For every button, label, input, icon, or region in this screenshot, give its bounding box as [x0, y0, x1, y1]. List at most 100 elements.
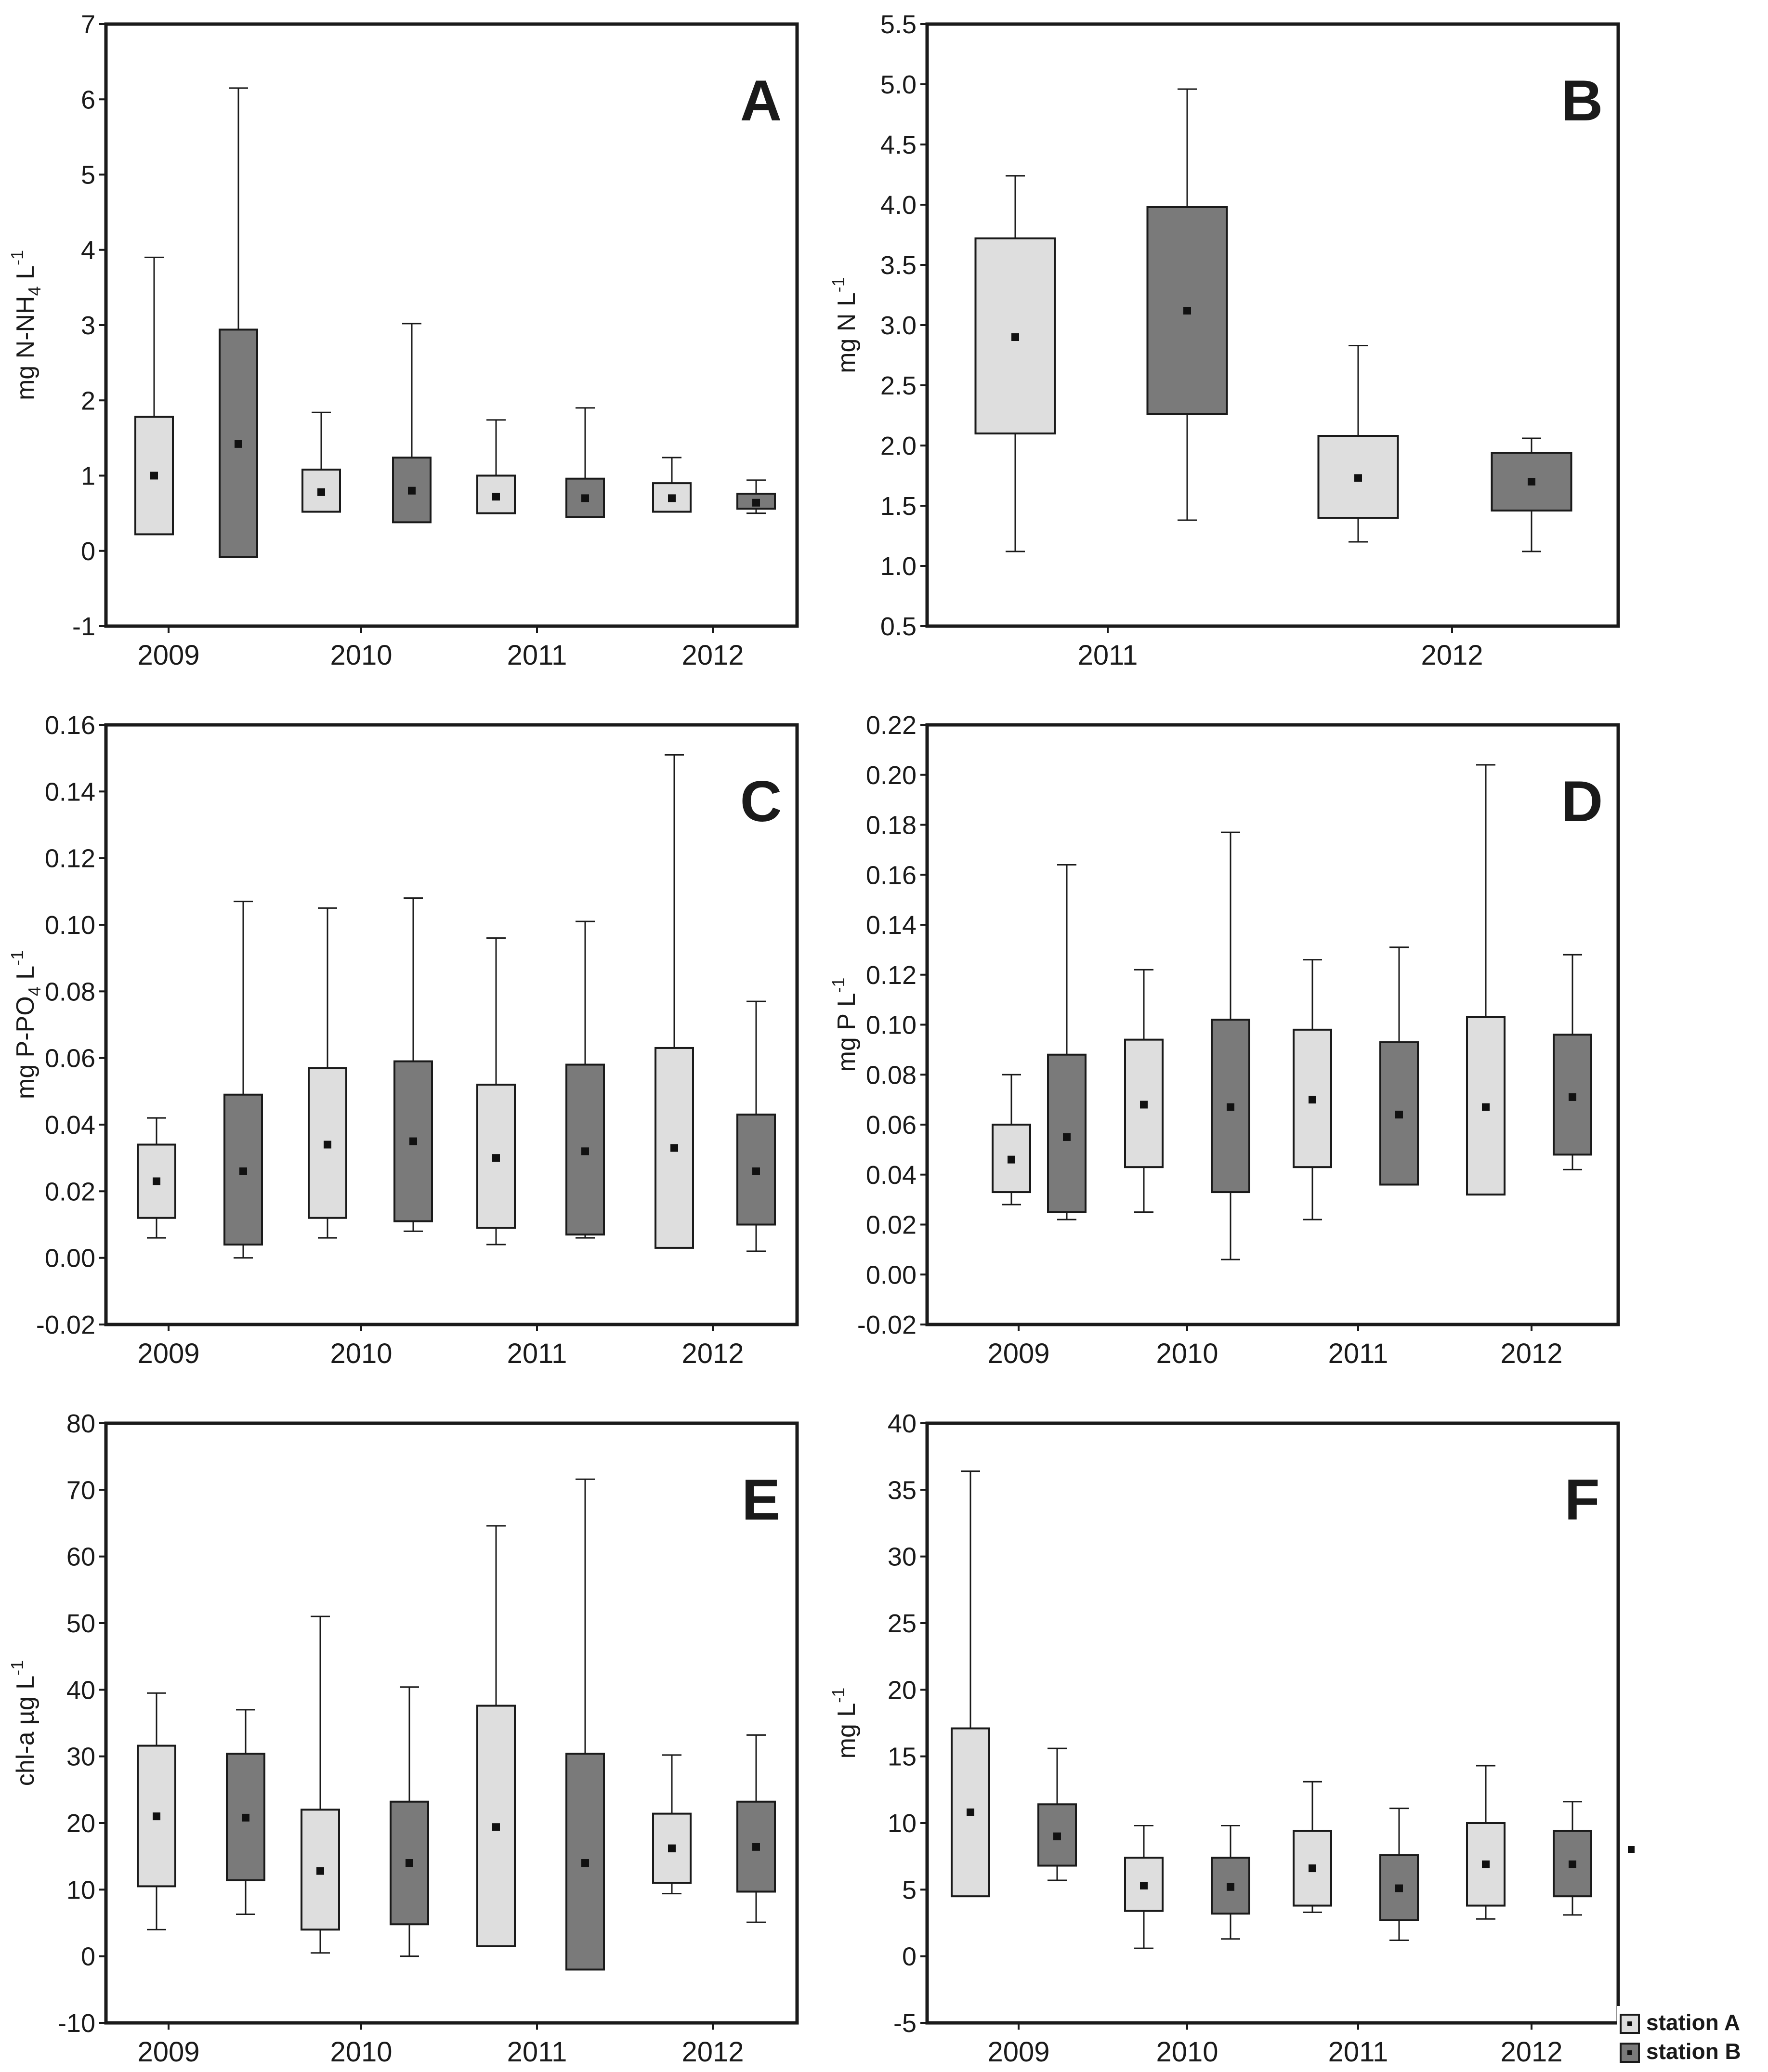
median-marker [581, 1147, 589, 1155]
y-axis-label: mg L-1 [828, 1688, 861, 1759]
y-axis-label-part: -1 [7, 950, 27, 966]
median-marker [235, 440, 242, 448]
x-tick-label: 2010 [1156, 2036, 1218, 2068]
median-marker [752, 1167, 760, 1175]
y-tick-label: 60 [66, 1543, 95, 1572]
median-marker [150, 472, 158, 480]
box-d-station-b-2011 [1379, 946, 1419, 1186]
median-marker [153, 1812, 160, 1821]
y-tick-label: 5.5 [880, 10, 917, 39]
box-f-station-a-2012 [1466, 1765, 1506, 1920]
plot-frame [104, 1421, 799, 2025]
y-tick-label: 0.16 [866, 861, 917, 890]
x-tick-label: 2010 [1156, 1338, 1218, 1369]
y-tick-label: 0 [81, 1942, 95, 1971]
y-tick-label: 0.14 [45, 777, 95, 806]
y-tick-label: 20 [888, 1676, 917, 1705]
x-tick-label: 2011 [507, 1338, 567, 1369]
y-tick-label: -10 [58, 2009, 95, 2038]
y-tick-label: -0.02 [857, 1311, 917, 1339]
box-a-station-a-2012 [652, 457, 692, 513]
box-f-station-a-2011 [1293, 1781, 1332, 1913]
y-tick-label: 0.04 [866, 1161, 917, 1190]
box-c-station-a-2011 [476, 937, 516, 1246]
y-axis-label-part: L [12, 966, 39, 986]
box-f-station-a-2009 [951, 1470, 990, 1898]
y-tick-label: 20 [66, 1809, 95, 1838]
median-marker [967, 1808, 974, 1816]
median-marker [324, 1141, 331, 1149]
x-tick-label: 2010 [330, 640, 392, 671]
box-a-station-b-2010 [392, 323, 432, 524]
panel-e: -10 0 10 20 30 40 50 60 70 80 2009 2010 2011 2012 chl-… [7, 1409, 799, 2068]
median-marker [752, 498, 760, 507]
median-marker [1309, 1864, 1316, 1873]
median-marker [492, 1154, 500, 1162]
box-rect [655, 1047, 694, 1249]
y-tick-label: 2.5 [880, 371, 917, 400]
x-tick-label: 2011 [507, 640, 567, 671]
box-d-station-a-2012 [1466, 764, 1506, 1196]
plot-frame [104, 723, 799, 1326]
panel-b: 0.5 1.0 1.5 2.0 2.5 3.0 3.5 4.0 4.5 5.0 5.5 2011 201… [828, 10, 1620, 671]
y-axis-label: mg P L-1 [828, 978, 861, 1072]
box-e-station-a-2010 [301, 1615, 340, 1954]
box-d-station-a-2011 [1293, 959, 1332, 1220]
y-axis-label-part: -1 [7, 250, 27, 265]
box-a-station-a-2009 [134, 256, 174, 536]
median-marker [408, 486, 416, 495]
box-e-station-b-2012 [736, 1734, 776, 1923]
median-marker [1482, 1103, 1490, 1111]
panel-c: -0.02 0.00 0.02 0.04 0.06 0.08 0.10 0.12 0.14 0.1… [7, 711, 799, 1369]
y-tick-label: 10 [888, 1809, 917, 1838]
median-marker [1395, 1884, 1403, 1892]
box-rect [736, 1800, 776, 1893]
x-tick-label: 2011 [507, 2036, 567, 2068]
y-tick-label: 0.18 [866, 811, 917, 840]
box-e-station-a-2012 [652, 1754, 692, 1895]
median-marker [239, 1167, 247, 1175]
y-tick-label: 0.10 [866, 1011, 917, 1040]
y-tick-label: 30 [888, 1543, 917, 1572]
median-marker [1354, 474, 1362, 482]
median-marker [492, 493, 500, 501]
y-tick-label: 6 [81, 85, 95, 114]
y-tick-label: 5.0 [880, 70, 917, 99]
y-tick-label: 80 [66, 1409, 95, 1438]
median-marker [1063, 1133, 1071, 1141]
median-marker [1227, 1883, 1234, 1891]
median-marker [1140, 1101, 1148, 1109]
y-tick-label: 40 [888, 1409, 917, 1438]
y-tick-label: -5 [893, 2009, 917, 2038]
box-e-station-b-2010 [390, 1686, 429, 1957]
y-tick-label: 3.5 [880, 251, 917, 280]
median-marker [1569, 1860, 1576, 1868]
x-tick-label: 2012 [681, 2036, 744, 2068]
box-rect [1293, 1028, 1332, 1168]
y-tick-label: 4.0 [880, 191, 917, 220]
x-tick-label: 2012 [1500, 1338, 1562, 1369]
y-axis-label-part: 4 [25, 986, 44, 996]
box-rect [565, 477, 605, 518]
y-tick-label: 0.16 [45, 711, 95, 740]
box-c-station-b-2011 [565, 920, 605, 1239]
y-tick-label: 1.5 [880, 492, 917, 521]
y-tick-label: 0.08 [45, 977, 95, 1006]
y-tick-label: 0 [902, 1942, 917, 1971]
x-tick-label: 2009 [137, 1338, 199, 1369]
y-tick-label: 0.20 [866, 761, 917, 790]
y-tick-label: -1 [72, 612, 95, 641]
panel-letter: F [1564, 1468, 1599, 1532]
legend-label: station A [1646, 2010, 1740, 2035]
panel-letter: D [1561, 769, 1603, 834]
y-axis-label: chl-a µg L-1 [7, 1660, 39, 1786]
y-tick-label: 0.00 [45, 1244, 95, 1273]
y-axis-label-part: 4 [25, 286, 44, 296]
box-rect [393, 1060, 433, 1222]
plot-frame [925, 723, 1620, 1326]
median-marker [1395, 1111, 1403, 1119]
y-axis-label-part: chl-a µg L [12, 1676, 39, 1786]
x-tick-label: 2010 [330, 2036, 392, 2068]
y-tick-label: 0.00 [866, 1260, 917, 1289]
